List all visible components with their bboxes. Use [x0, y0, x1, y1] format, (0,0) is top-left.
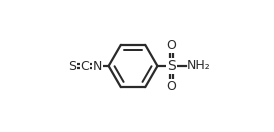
Text: S: S: [68, 60, 76, 72]
Text: C: C: [81, 60, 89, 72]
Text: N: N: [93, 60, 102, 72]
Text: S: S: [167, 59, 176, 73]
Text: O: O: [166, 80, 176, 93]
Text: NH₂: NH₂: [187, 59, 211, 72]
Text: O: O: [166, 39, 176, 52]
